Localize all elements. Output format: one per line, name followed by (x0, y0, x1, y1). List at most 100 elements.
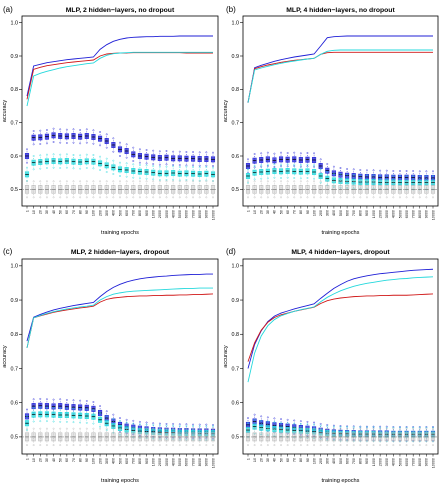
box-outlier (59, 407, 62, 410)
x-tick-label: 40 (273, 458, 277, 462)
box-outlier (385, 169, 388, 172)
box-outlier (39, 420, 42, 423)
box-outlier (105, 133, 108, 136)
box-outlier (319, 158, 322, 161)
box-outlier (99, 405, 101, 408)
x-tick-label: 50 (279, 210, 283, 214)
box-outlier (85, 196, 88, 199)
line-series-blue (26, 273, 213, 342)
box-outlier (286, 418, 289, 421)
box-outlier (172, 444, 175, 447)
x-tick-label: 3000 (385, 210, 389, 218)
box-outlier (26, 180, 28, 183)
box-outlier (319, 444, 322, 447)
box-outlier (385, 174, 388, 177)
box-outlier (346, 196, 349, 199)
box-outlier (392, 426, 395, 428)
box-outlier (99, 155, 101, 158)
box-outlier (125, 444, 128, 447)
box-outlier (260, 177, 263, 180)
box-outlier (212, 165, 214, 167)
box-outlier (359, 169, 362, 171)
box-outlier (165, 422, 168, 425)
box-outlier (405, 427, 408, 430)
box-outlier (299, 177, 302, 180)
box-outlier (293, 177, 296, 179)
box-outlier (92, 167, 95, 170)
box-outlier (372, 444, 375, 447)
box-outlier (39, 180, 42, 183)
box-outlier (105, 427, 108, 430)
box-outlier (399, 196, 401, 199)
box-outlier (32, 398, 35, 401)
box-outlier (32, 420, 35, 423)
box-outlier (79, 196, 82, 199)
box-outlier (346, 173, 349, 176)
x-tick-label: 40 (52, 458, 56, 462)
box-outlier (280, 163, 282, 166)
x-tick-label: 90 (85, 210, 89, 214)
box-outlier (247, 180, 249, 183)
x-tick-label: 100 (312, 458, 316, 464)
box-outlier (65, 196, 68, 199)
box-outlier (32, 168, 35, 171)
box-outlier (385, 426, 388, 429)
box-outlier (92, 196, 95, 199)
y-tick-label: 1.0 (11, 264, 19, 270)
line-series-cyan (26, 51, 213, 107)
x-tick-label: 20 (39, 458, 43, 462)
box-outlier (178, 164, 181, 166)
box-outlier (432, 180, 434, 183)
box-outlier (293, 444, 296, 447)
x-tick-label: 1000 (372, 210, 376, 218)
x-tick-label: 300 (105, 458, 109, 464)
box-outlier (92, 422, 95, 425)
box-outlier (205, 180, 208, 183)
box-outlier (306, 423, 309, 426)
box-outlier (293, 196, 296, 199)
box-outlier (59, 427, 62, 430)
box-outlier (85, 141, 88, 144)
box-outlier (79, 154, 82, 157)
box-outlier (92, 401, 95, 403)
box-outlier (253, 153, 256, 155)
x-tick-label: 10000 (211, 458, 215, 468)
box-outlier (293, 419, 296, 422)
box-outlier (125, 427, 128, 430)
box-outlier (346, 427, 349, 430)
box-outlier (332, 427, 335, 430)
box-outlier (385, 427, 388, 430)
box-outlier (352, 444, 355, 447)
box-outlier (313, 177, 315, 180)
box-outlier (119, 417, 121, 419)
box-outlier (266, 420, 269, 423)
box-outlier (198, 444, 201, 447)
box-outlier (326, 444, 329, 447)
box-outlier (392, 427, 395, 430)
box-outlier (85, 444, 88, 447)
box-outlier (266, 151, 269, 154)
box-outlier (39, 196, 42, 199)
box-outlier (385, 196, 388, 199)
box-outlier (359, 196, 362, 199)
box-outlier (158, 424, 161, 427)
box-outlier (280, 418, 282, 421)
x-tick-label: 800 (359, 210, 363, 216)
box-outlier (132, 196, 135, 199)
box-outlier (145, 427, 148, 430)
box-outlier (418, 427, 421, 430)
box-outlier (132, 146, 135, 149)
box-outlier (198, 180, 201, 183)
box-outlier (273, 176, 276, 179)
x-tick-label: 6000 (405, 458, 409, 466)
box-outlier (198, 196, 201, 199)
box-outlier (385, 444, 388, 447)
box-outlier (139, 161, 141, 164)
y-tick-label: 0.5 (232, 187, 240, 193)
box-outlier (105, 444, 108, 447)
box-outlier (366, 174, 368, 177)
chart-panel-d: (d) MLP, 4 hidden−layers, dropout 0.5 0.6 0.… (223, 247, 439, 484)
box-outlier (65, 427, 68, 430)
y-tick-label: 1.0 (232, 20, 240, 26)
x-tick-label: 80 (299, 210, 303, 214)
